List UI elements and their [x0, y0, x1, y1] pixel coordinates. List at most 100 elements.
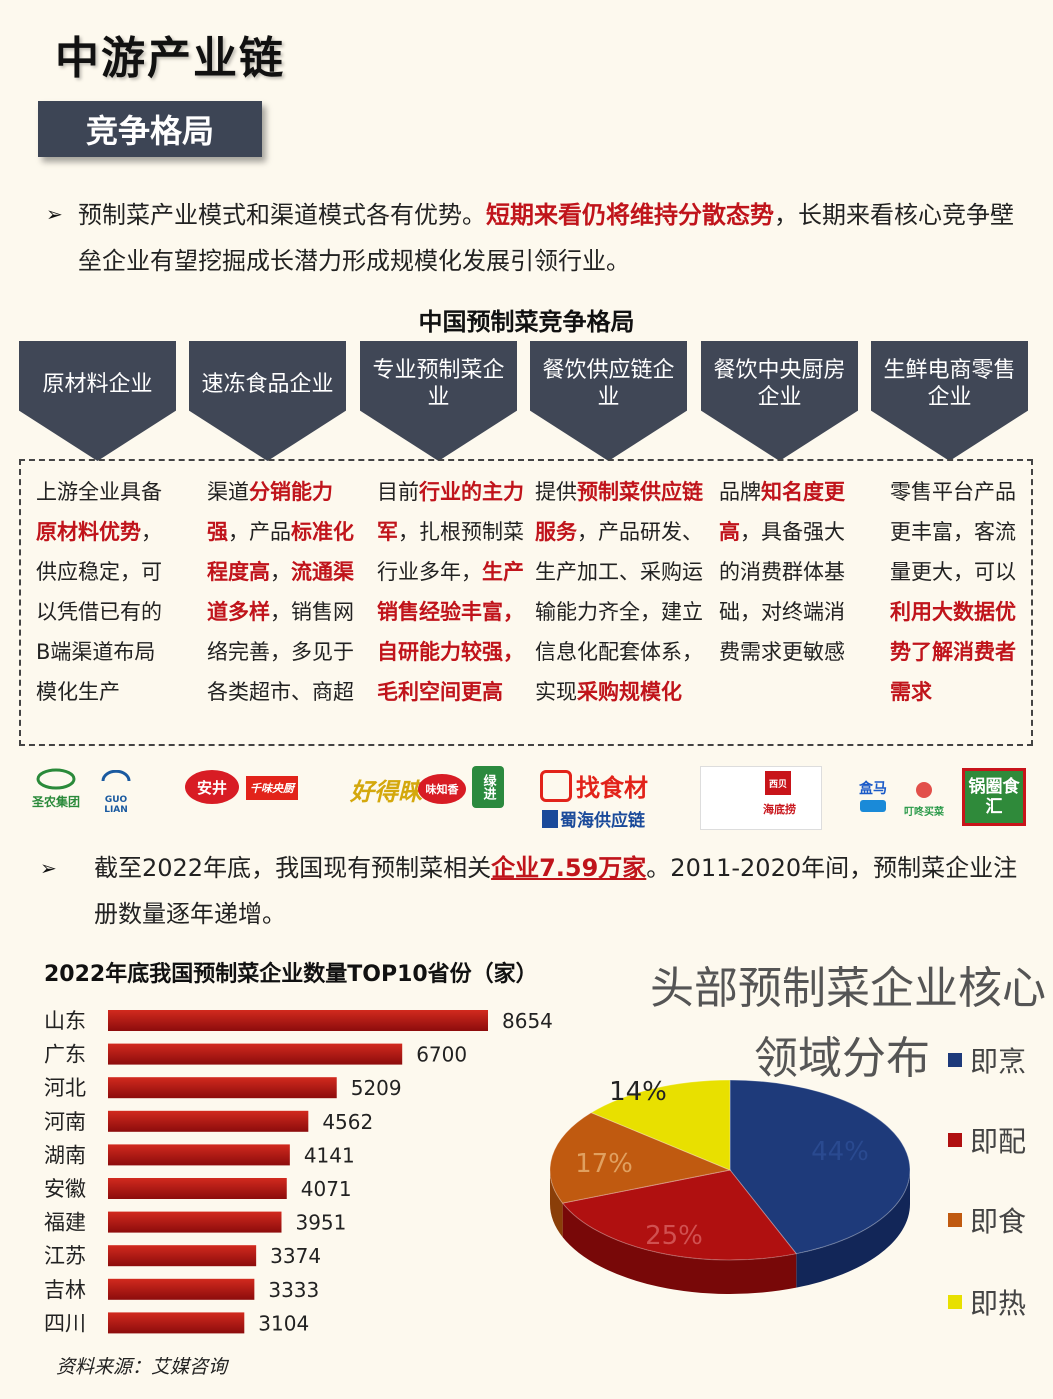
legend-item-jishi: 即食 — [948, 1200, 1026, 1240]
bar — [108, 1278, 255, 1300]
pie-slice — [561, 1169, 798, 1261]
logo-qianwei: 千味央厨 — [246, 776, 298, 800]
pie-value-label: 17% — [575, 1149, 633, 1179]
pie-chart-title: 头部预制菜企业核心 领域分布 — [620, 954, 1050, 1094]
pie-slice-side — [562, 1203, 797, 1294]
category-fresh-ecommerce: 生鲜电商零售企业 — [871, 341, 1028, 461]
legend-swatch — [948, 1295, 962, 1309]
category-label: 速冻食品企业 — [201, 371, 334, 397]
pie-title-line1: 头部预制菜企业核心 — [650, 963, 1046, 1014]
bar-value-label: 3951 — [295, 1211, 346, 1235]
source-note: 资料来源：艾媒咨询 — [56, 1356, 228, 1378]
bar-value-label: 3374 — [270, 1244, 321, 1268]
description-central-kitchen: 品牌知名度更高，具备强大的消费群体基础，对终端消费需求更敏感 — [719, 480, 845, 664]
bar-value-label: 4141 — [304, 1143, 355, 1167]
logo-hema: 盒马 — [858, 778, 888, 818]
category-label: 生鲜电商零售企业 — [883, 358, 1016, 410]
bar-category-label: 江苏 — [44, 1244, 86, 1268]
logo-shengnong: 圣农集团 — [26, 768, 86, 810]
legend-item-jipeng: 即烹 — [948, 1040, 1026, 1080]
bar-value-label: 3333 — [268, 1278, 319, 1302]
pie-chart: 44% 25% 17% 14% — [549, 1077, 911, 1294]
dingdong-logo-icon — [916, 782, 932, 798]
logo-haodelai: 好得睐 — [350, 778, 422, 806]
hema-logo-icon — [860, 800, 886, 812]
logo-guoquan: 锅圈食汇 — [962, 768, 1026, 826]
guolian-logo-icon — [101, 769, 131, 782]
bullet-arrow-icon: ➢ — [46, 202, 63, 226]
bar-chart-title: 2022年底我国预制菜企业数量TOP10省份（家） — [44, 962, 538, 987]
companies-highlight: 企业7.59万家 — [491, 854, 647, 882]
intro-text-end: ，长期来看核心竞争壁垒企业有望挖掘成长潜力形成规模化发展引领行业。 — [78, 201, 1014, 275]
bar-value-label: 3104 — [258, 1311, 309, 1335]
bar — [108, 1211, 282, 1233]
companies-paragraph: 截至2022年底，我国现有预制菜相关企业7.59万家。2011-2020年间，预… — [94, 854, 1018, 928]
bar — [108, 1312, 245, 1334]
bar-category-label: 广东 — [44, 1043, 86, 1067]
bar-category-label: 河北 — [44, 1076, 86, 1100]
category-frozen-food: 速冻食品企业 — [189, 341, 346, 461]
category-label: 原材料企业 — [42, 371, 153, 397]
description-raw-material: 上游全业具备原材料优势，供应稳定，可以凭借已有的B端渠道布局模化生产 — [36, 480, 162, 704]
bullet-arrow-icon: ➢ — [40, 856, 57, 880]
pie-value-label: 44% — [811, 1137, 869, 1167]
bar-chart: 山东 8654 广东 6700 河北 5209 河南 4562 湖南 4141 安徽 4071 福建 39… — [44, 1009, 553, 1335]
description-prepared-food: 目前行业的主力军，扎根预制菜行业多年，生产销售经验丰富，自研能力较强，毛利空间更… — [377, 480, 524, 704]
legend-item-jipei: 即配 — [948, 1120, 1026, 1160]
bar-value-label: 5209 — [351, 1076, 402, 1100]
logo-haidilao: 海底捞 — [763, 803, 796, 816]
category-catering-supply: 餐饮供应链企业 — [530, 341, 687, 461]
bar-category-label: 福建 — [44, 1211, 86, 1235]
zhaoshicai-logo-icon — [540, 769, 572, 802]
category-raw-material: 原材料企业 — [19, 341, 176, 461]
legend-swatch — [948, 1053, 962, 1067]
bar-value-label: 6700 — [416, 1043, 467, 1067]
description-fresh-ecommerce: 零售平台产品更丰富，客流量更大，可以利用大数据优势了解消费者需求 — [890, 480, 1016, 704]
intro-highlight: 短期来看仍将维持分散态势 — [486, 201, 774, 229]
logo-shuhai: 蜀海供应链 — [540, 806, 645, 831]
legend-swatch — [948, 1133, 962, 1147]
bar-value-label: 8654 — [502, 1009, 553, 1033]
shuhai-logo-icon — [542, 809, 558, 828]
logo-catering-group: 西贝 海底捞 — [700, 766, 822, 830]
bar-value-label: 4562 — [322, 1110, 373, 1134]
pie-value-label: 14% — [609, 1077, 667, 1107]
logo-anjoy: 安井 — [185, 770, 239, 804]
bar — [108, 1110, 309, 1132]
pie-slice-side — [796, 1170, 910, 1288]
pie-slice — [590, 1079, 731, 1171]
category-central-kitchen: 餐饮中央厨房企业 — [701, 341, 858, 461]
logo-zhaoshicai: 找食材 — [540, 768, 648, 803]
category-label: 专业预制菜企业 — [372, 358, 505, 410]
shengnong-logo-icon — [36, 768, 76, 790]
bar-category-label: 河南 — [44, 1110, 86, 1134]
category-label: 餐饮供应链企业 — [542, 358, 675, 410]
bar — [108, 1245, 257, 1267]
bar-category-label: 吉林 — [44, 1278, 86, 1302]
logo-weizhixiang: 味知香 — [418, 774, 466, 804]
description-catering-supply: 提供预制菜供应链服务，产品研发、生产加工、采购运输能力齐全，建立信息化配套体系，… — [535, 480, 703, 704]
pie-slice-side — [550, 1170, 563, 1238]
bar-category-label: 安徽 — [44, 1177, 86, 1201]
intro-text: 预制菜产业模式和渠道模式各有优势。 — [78, 201, 486, 229]
bar-category-label: 湖南 — [44, 1143, 86, 1167]
logo-guolian: GUO LIAN — [94, 769, 138, 815]
description-box — [19, 459, 1033, 746]
bar — [108, 1010, 488, 1031]
section-tag: 竞争格局 — [38, 101, 262, 157]
legend-swatch — [948, 1213, 962, 1227]
bar-category-label: 山东 — [44, 1009, 86, 1033]
logo-xibei: 西贝 — [765, 771, 791, 795]
bar — [108, 1043, 403, 1065]
pie-slice — [729, 1079, 911, 1255]
logo-dingdong: 叮咚买菜 — [904, 780, 944, 818]
logo-lvjin: 绿进 — [472, 766, 504, 808]
category-prepared-food: 专业预制菜企业 — [360, 341, 517, 461]
legend-item-jire: 即热 — [948, 1282, 1026, 1322]
intro-paragraph: 预制菜产业模式和渠道模式各有优势。短期来看仍将维持分散态势，长期来看核心竞争壁垒… — [78, 192, 1018, 284]
bar — [108, 1144, 290, 1166]
description-frozen-food: 渠道分销能力强，产品标准化程度高，流通渠道多样，销售网络完善，多见于各类超市、商… — [207, 480, 354, 704]
pie-slice — [549, 1112, 732, 1204]
bar-value-label: 4071 — [301, 1177, 352, 1201]
bar — [108, 1077, 337, 1099]
